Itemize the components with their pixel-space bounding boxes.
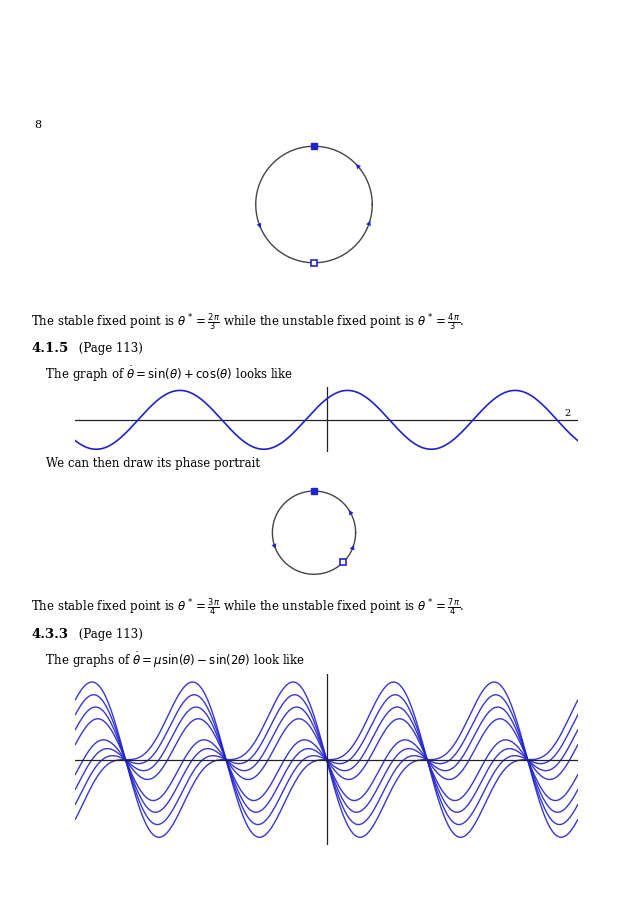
Text: 2: 2 (564, 409, 570, 418)
Text: 4.3.3: 4.3.3 (31, 628, 68, 641)
Text: The stable fixed point is $\theta^* = \frac{3\pi}{4}$ while the unstable fixed p: The stable fixed point is $\theta^* = \f… (31, 596, 465, 618)
Text: (Page 113): (Page 113) (75, 628, 143, 641)
Text: The graph of $\dot{\theta} = \sin(\theta) + \cos(\theta)$ looks like: The graph of $\dot{\theta} = \sin(\theta… (31, 364, 293, 384)
Text: The graphs of $\dot{\theta} = \mu \sin(\theta) - \sin(2\theta)$ look like: The graphs of $\dot{\theta} = \mu \sin(\… (31, 650, 305, 670)
Text: 4.1.5: 4.1.5 (31, 343, 68, 355)
Text: The stable fixed point is $\theta^* = \frac{2\pi}{3}$ while the unstable fixed p: The stable fixed point is $\theta^* = \f… (31, 311, 465, 333)
Text: (Page 113): (Page 113) (75, 343, 143, 355)
Text: We can then draw its phase portrait: We can then draw its phase portrait (31, 458, 261, 470)
Text: 8: 8 (35, 120, 41, 130)
